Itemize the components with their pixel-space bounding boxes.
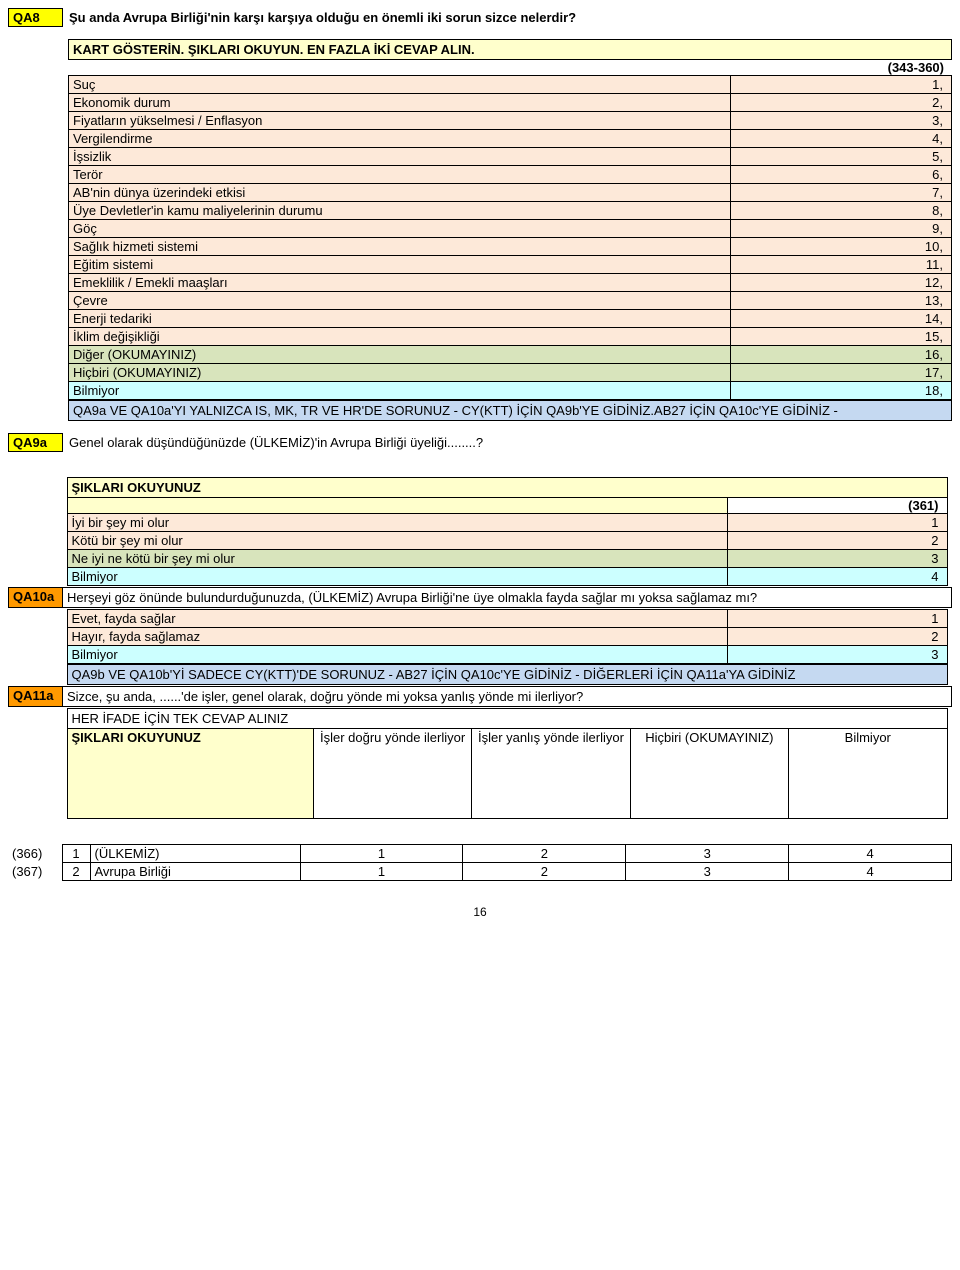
qa10a-code-range: (361) (727, 498, 947, 514)
qa8-header-table: QA8 Şu anda Avrupa Birliği'nin karşı kar… (8, 8, 952, 27)
qa8-opt-code: 1, (731, 76, 952, 94)
qa8-code-range: (343-360) (68, 60, 952, 75)
qa10a-qa11a-table: ŞIKLARI OKUYUNUZ (361) İyi bir şey mi ol… (8, 476, 952, 820)
qa9a-header-table: QA9a Genel olarak düşündüğünüzde (ÜLKEMİ… (8, 433, 952, 452)
qa9a-id: QA9a (9, 434, 63, 452)
qa9a-question: Genel olarak düşündüğünüzde (ÜLKEMİZ)'in… (63, 434, 953, 452)
qa8-route: QA9a VE QA10a'YI YALNIZCA IS, MK, TR VE … (68, 400, 952, 421)
qa11a-question: Sizce, şu anda, ......'de işler, genel o… (63, 687, 952, 707)
qa8-opt-label: Suç (69, 76, 731, 94)
qa11a-grid: (366) 1 (ÜLKEMİZ) 1 2 3 4 (367) 2 Avrupa… (8, 844, 952, 881)
page-number: 16 (8, 881, 952, 919)
qa11a-id: QA11a (9, 687, 63, 707)
qa8-body: KART GÖSTERİN. ŞIKLARI OKUYUN. EN FAZLA … (68, 39, 952, 421)
qa10a-question: Herşeyi göz önünde bulundurduğunuzda, (Ü… (63, 588, 952, 608)
qa10a-route: QA9b VE QA10b'Yİ SADECE CY(KTT)'DE SORUN… (67, 664, 948, 685)
qa8-instruction: KART GÖSTERİN. ŞIKLARI OKUYUN. EN FAZLA … (68, 39, 952, 60)
qa10a-instruction: ŞIKLARI OKUYUNUZ (67, 477, 948, 497)
qa10a-id: QA10a (9, 588, 63, 608)
qa8-question: Şu anda Avrupa Birliği'nin karşı karşıya… (63, 9, 953, 27)
qa8-id: QA8 (9, 9, 63, 27)
qa11a-instruction: HER İFADE İÇİN TEK CEVAP ALINIZ (67, 708, 948, 728)
qa11a-grid-header: ŞIKLARI OKUYUNUZ İşler doğru yönde ilerl… (67, 728, 948, 819)
qa8-options-table: Suç1, Ekonomik durum2, Fiyatların yüksel… (68, 75, 952, 400)
